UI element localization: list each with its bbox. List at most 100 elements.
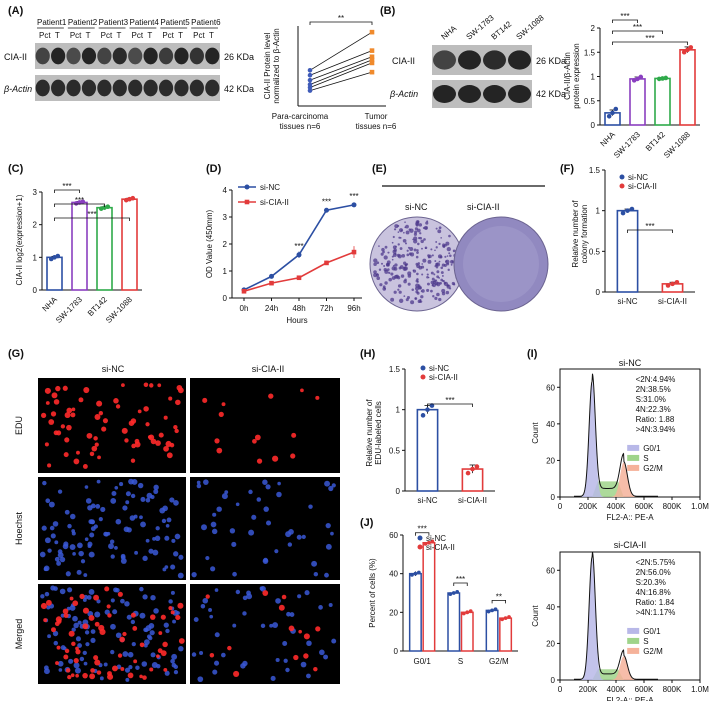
nucleus-red — [150, 614, 156, 620]
nucleus-red — [82, 607, 90, 614]
nucleus-blue — [297, 594, 302, 599]
chartC-xtick-label: SW-1783 — [54, 295, 84, 325]
nucleus-blue — [176, 611, 180, 615]
colony — [380, 252, 384, 256]
chartJ-ytick-label: 20 — [389, 608, 398, 617]
nucleus-red — [142, 675, 147, 680]
actin-band — [205, 79, 220, 97]
chartA-point-para — [307, 68, 313, 73]
chartI2-ylabel: Count — [531, 605, 540, 627]
nucleus-red — [120, 667, 125, 671]
chartJ-point — [493, 607, 498, 612]
patient-label: Patient1 — [37, 18, 67, 27]
bar-chart-H: 00.511.5si-NC si-CIA-II***Relative number… — [365, 364, 495, 505]
chartJ-point — [427, 540, 431, 545]
nucleus-blue — [40, 594, 45, 599]
colony — [426, 288, 430, 293]
lane-label-t: T — [55, 31, 60, 40]
colony — [387, 251, 390, 254]
nucleus-red — [160, 614, 166, 620]
nucleus-blue — [115, 632, 122, 639]
chartJ-ytick-label: 60 — [389, 531, 398, 540]
nucleus-blue — [58, 668, 63, 672]
nucleus-red — [145, 422, 150, 427]
colony — [435, 262, 441, 267]
cia-ii-b-band — [433, 50, 456, 70]
chartF-ylabel: Relative number of — [571, 200, 580, 268]
nucleus-red — [127, 672, 134, 679]
colony — [376, 261, 380, 265]
nucleus-blue — [122, 505, 128, 511]
chartI2-stat: >4N:1.17% — [636, 608, 676, 617]
nucleus-red — [315, 395, 320, 400]
nucleus-red — [102, 418, 109, 424]
band-name-actin: β-Actin — [3, 84, 32, 94]
nucleus-blue — [120, 555, 126, 560]
nucleus-red — [93, 594, 100, 601]
chartJ-point — [507, 615, 511, 619]
chartF-sig-bracket — [627, 229, 673, 233]
colony — [406, 295, 410, 300]
chartI1-stat: 4N:22.3% — [636, 405, 671, 414]
nucleus-red — [303, 633, 310, 640]
nucleus-blue — [154, 535, 161, 542]
colony — [397, 284, 402, 288]
nucleus-blue — [83, 661, 88, 666]
nucleus-blue — [72, 552, 76, 556]
nucleus-red — [73, 657, 79, 664]
colony — [426, 275, 429, 279]
colony — [378, 268, 382, 271]
nucleus-red — [256, 458, 263, 464]
nucleus-red — [82, 464, 88, 469]
colony — [412, 238, 414, 241]
chartI1-xtick-label: 800K — [663, 502, 682, 511]
nucleus-blue — [170, 564, 176, 570]
nucleus-blue — [197, 676, 204, 683]
nucleus-blue — [212, 512, 217, 517]
nucleus-red — [130, 612, 136, 618]
nucleus-blue — [145, 538, 150, 543]
nucleus-red — [166, 452, 173, 459]
nucleus-blue — [139, 612, 146, 619]
nucleus-red — [209, 652, 215, 658]
colony — [382, 287, 387, 291]
nucleus-blue — [122, 651, 129, 657]
legend-label-si-cia-ii: si-CIA-II — [429, 373, 458, 382]
colony — [426, 282, 430, 286]
nucleus-red — [130, 458, 136, 463]
colony — [409, 228, 414, 233]
nucleus-red — [281, 594, 287, 600]
chartH-sig-bracket — [427, 403, 473, 407]
panel-label: (C) — [8, 163, 24, 175]
nucleus-red — [90, 668, 95, 673]
nucleus-red — [143, 382, 149, 388]
nucleus-red — [162, 641, 168, 648]
chartI2-g01-area — [578, 557, 608, 680]
chartB-ylabel: CIA-II/β-Actin — [563, 52, 572, 100]
panel-label: (I) — [527, 348, 538, 360]
colony — [440, 237, 442, 239]
nucleus-red — [156, 654, 160, 659]
chartB-point — [613, 106, 619, 112]
chartI2-ytick-label: 40 — [546, 603, 555, 612]
colony — [452, 249, 456, 253]
nucleus-red — [149, 667, 154, 672]
band-name-cia-ii: CIA-II — [4, 52, 27, 62]
chartD-ytick-label: 3 — [223, 213, 228, 222]
actin-band — [35, 79, 50, 97]
nucleus-red — [262, 590, 269, 596]
edu-images-G: si-NC si-CIA-II EDU Hoechst Merged — [14, 364, 340, 684]
nucleus-blue — [114, 485, 119, 490]
nucleus-blue — [79, 656, 85, 662]
nucleus-red — [50, 411, 57, 417]
colony — [417, 242, 420, 246]
nucleus-blue — [265, 484, 271, 490]
nucleus-blue — [137, 482, 144, 489]
colony — [441, 291, 446, 296]
nucleus-blue — [173, 669, 179, 675]
colony — [405, 230, 410, 235]
nucleus-red — [64, 412, 71, 419]
colony — [418, 286, 422, 290]
